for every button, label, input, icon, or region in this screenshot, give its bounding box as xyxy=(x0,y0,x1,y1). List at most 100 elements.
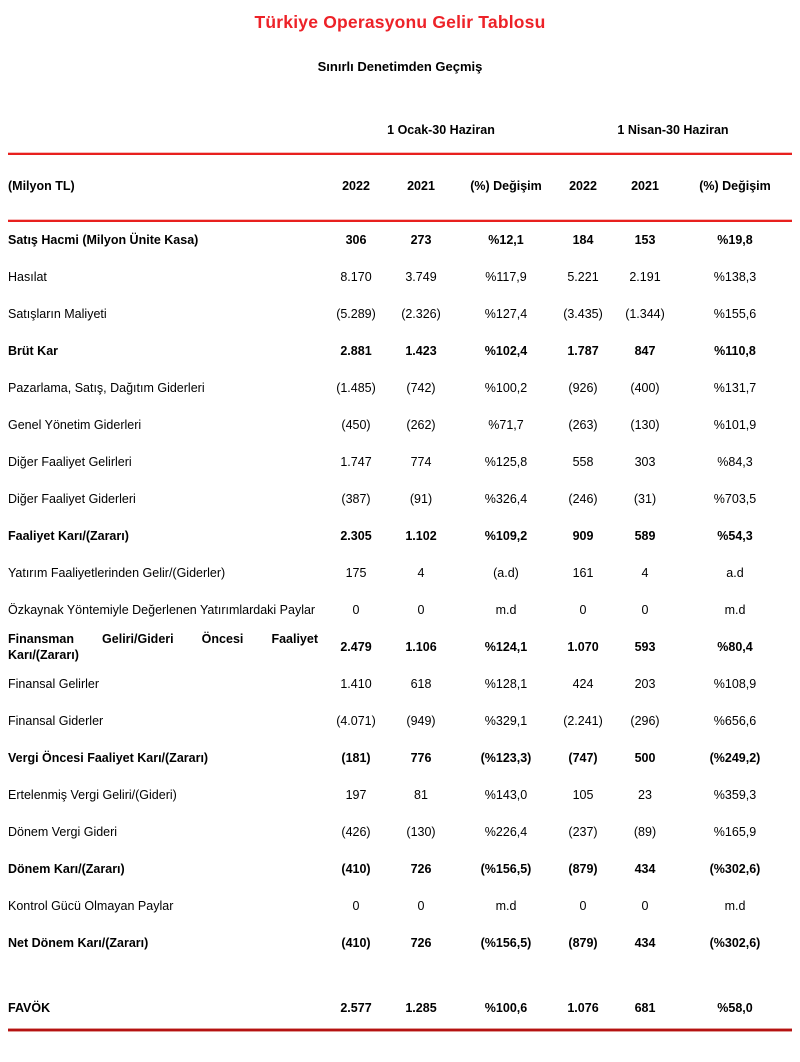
row-label: Net Dönem Karı/(Zararı) xyxy=(8,935,149,950)
row-label: Faaliyet Karı/(Zararı) xyxy=(8,528,129,543)
row-value: 3.749 xyxy=(405,269,437,284)
col-header-change-h1: (%) Değişim xyxy=(470,179,542,194)
row-value: m.d xyxy=(495,898,517,913)
table-row: Ertelenmiş Vergi Geliri/(Gideri) 197 81 %14… xyxy=(8,777,792,814)
row-value: %110,8 xyxy=(714,343,756,358)
table-row: Faaliyet Karı/(Zararı) 2.305 1.102 %109,2 90… xyxy=(8,518,792,555)
table-row: Diğer Faaliyet Giderleri (387) (91) %326,4 (… xyxy=(8,481,792,518)
row-value: (742) xyxy=(406,380,436,395)
group-header-jan-jun: 1 Ocak-30 Haziran xyxy=(387,123,495,138)
row-value: (879) xyxy=(568,861,598,876)
row-value: 203 xyxy=(634,676,656,691)
row-value: %58,0 xyxy=(717,1000,753,1015)
row-value: (879) xyxy=(568,935,598,950)
row-label: Pazarlama, Satış, Dağıtım Giderleri xyxy=(8,380,205,395)
row-value: %143,0 xyxy=(484,787,528,802)
audit-subtitle: Sınırlı Denetimden Geçmiş xyxy=(317,59,483,74)
row-value: 0 xyxy=(352,898,360,913)
row-label: Brüt Kar xyxy=(8,343,59,358)
row-value: 1.285 xyxy=(405,1000,437,1015)
row-value: (3.435) xyxy=(563,306,603,321)
row-value: 0 xyxy=(352,602,360,617)
row-value: 2.191 xyxy=(629,269,661,284)
red-rule-header-bottom xyxy=(8,219,792,222)
row-value: (89) xyxy=(633,824,657,839)
row-value: %155,6 xyxy=(713,306,757,321)
row-value: (%156,5) xyxy=(480,935,532,950)
column-header-row: (Milyon TL) 2022 2021 (%) Değişim 2022 2… xyxy=(8,155,792,219)
row-value: %109,2 xyxy=(484,528,528,543)
row-label: Dönem Karı/(Zararı) xyxy=(8,861,125,876)
row-value: %127,4 xyxy=(484,306,528,321)
row-value: (400) xyxy=(630,380,660,395)
row-value: (926) xyxy=(568,380,598,395)
row-value: 500 xyxy=(634,750,656,765)
row-value: 273 xyxy=(410,232,432,247)
income-statement-table: 1 Ocak-30 Haziran 1 Nisan-30 Haziran (Mi… xyxy=(8,110,792,1032)
row-value: (31) xyxy=(633,491,657,506)
row-value: a.d xyxy=(726,565,744,580)
row-value: 306 xyxy=(345,232,367,247)
row-value: 153 xyxy=(634,232,656,247)
table-row: Yatırım Faaliyetlerinden Gelir/(Giderler… xyxy=(8,555,792,592)
row-value: 776 xyxy=(410,750,432,765)
row-value: (a.d) xyxy=(493,565,519,580)
row-value: 175 xyxy=(345,565,367,580)
row-value: (410) xyxy=(341,861,371,876)
row-value: 847 xyxy=(634,343,656,358)
row-value: (410) xyxy=(341,935,371,950)
row-value: %125,8 xyxy=(484,454,528,469)
row-value: (246) xyxy=(568,491,598,506)
row-value: (181) xyxy=(341,750,371,765)
row-value: %124,1 xyxy=(484,639,528,654)
table-row: Genel Yönetim Giderleri (450) (262) %71,7 (2… xyxy=(8,407,792,444)
table-row: FAVÖK 2.577 1.285 %100,6 1.076 681 %58,0 xyxy=(8,990,792,1027)
row-value: 105 xyxy=(572,787,594,802)
row-value: 2.305 xyxy=(340,528,372,543)
row-value: (%123,3) xyxy=(480,750,532,765)
table-row: Dönem Karı/(Zararı) (410) 726 (%156,5) (879)… xyxy=(8,851,792,888)
row-value: 161 xyxy=(572,565,594,580)
row-value: (949) xyxy=(406,713,436,728)
row-label: Yatırım Faaliyetlerinden Gelir/(Giderler… xyxy=(8,565,226,580)
period-group-header-row: 1 Ocak-30 Haziran 1 Nisan-30 Haziran xyxy=(8,110,792,152)
row-label: Satış Hacmi (Milyon Ünite Kasa) xyxy=(8,232,199,247)
table-row: Kontrol Gücü Olmayan Paylar 0 0 m.d 0 0 m.d xyxy=(8,888,792,925)
row-value: %101,9 xyxy=(713,417,757,432)
group-header-apr-jun: 1 Nisan-30 Haziran xyxy=(617,123,729,138)
row-value: 593 xyxy=(634,639,656,654)
table-row: Finansal Gelirler 1.410 618 %128,1 424 203 %10… xyxy=(8,666,792,703)
row-value: 558 xyxy=(572,454,594,469)
row-value: m.d xyxy=(495,602,517,617)
row-value: 434 xyxy=(634,935,656,950)
row-value: (747) xyxy=(568,750,598,765)
row-value: 8.170 xyxy=(340,269,372,284)
table-row: Finansal Giderler (4.071) (949) %329,1 (2.24… xyxy=(8,703,792,740)
red-rule-top xyxy=(8,152,792,155)
col-header-2021-q2: 2021 xyxy=(631,179,659,194)
row-value: %703,5 xyxy=(713,491,757,506)
row-label: Finansal Gelirler xyxy=(8,676,100,691)
row-label: Vergi Öncesi Faaliyet Karı/(Zararı) xyxy=(8,750,209,765)
row-value: (%156,5) xyxy=(480,861,532,876)
table-row: Vergi Öncesi Faaliyet Karı/(Zararı) (181)… xyxy=(8,740,792,777)
row-value: %359,3 xyxy=(713,787,757,802)
row-value: (2.241) xyxy=(563,713,603,728)
row-value: 0 xyxy=(579,602,587,617)
row-value: 0 xyxy=(417,898,425,913)
row-label: Dönem Vergi Gideri xyxy=(8,824,118,839)
row-label: Genel Yönetim Giderleri xyxy=(8,417,142,432)
row-value: 197 xyxy=(345,787,367,802)
row-value: (263) xyxy=(568,417,598,432)
row-value: 1.076 xyxy=(567,1000,599,1015)
row-value: (237) xyxy=(568,824,598,839)
row-label: Finansman Geliri/Gideri Öncesi Faaliyet … xyxy=(8,631,318,662)
row-value: 4 xyxy=(417,565,425,580)
table-row: Satış Hacmi (Milyon Ünite Kasa) 306 273 %12… xyxy=(8,222,792,259)
row-value: 1.106 xyxy=(405,639,437,654)
row-value: 726 xyxy=(410,935,432,950)
row-value: (1.344) xyxy=(625,306,665,321)
row-value: 0 xyxy=(417,602,425,617)
row-value: (130) xyxy=(630,417,660,432)
col-header-2022-q2: 2022 xyxy=(569,179,597,194)
